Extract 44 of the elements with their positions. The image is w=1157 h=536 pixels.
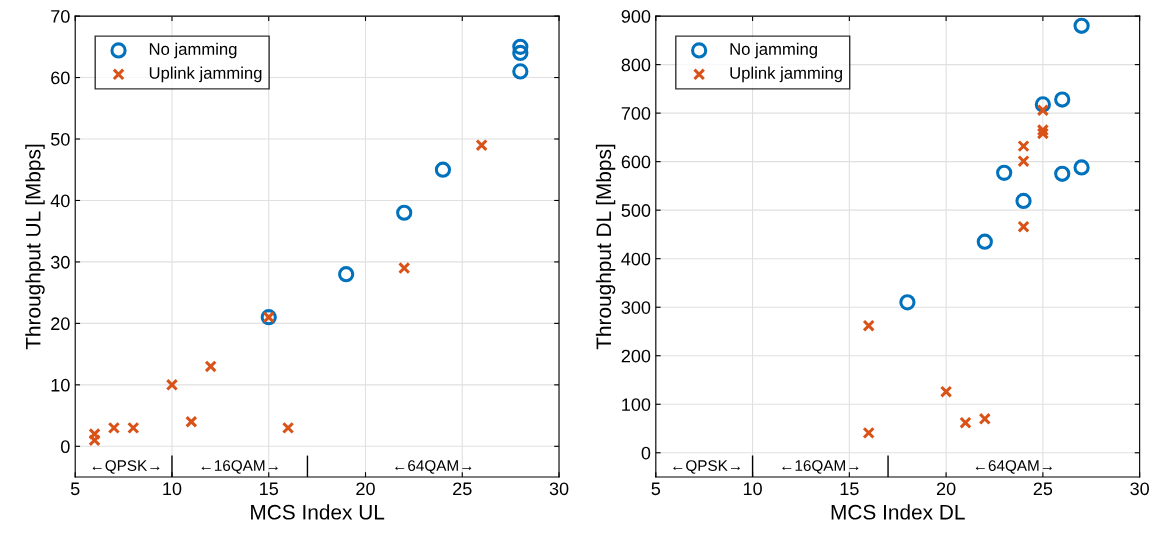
legend-label: Uplink jamming [149, 66, 262, 83]
y-tick-label: 100 [622, 398, 651, 411]
y-tick-label: 60 [51, 71, 70, 85]
y-tick-label: 300 [621, 301, 651, 314]
annotation: ←QPSK→ [673, 460, 740, 474]
x-tick-label: 20 [356, 482, 375, 496]
x-tick-label: 20 [936, 482, 956, 496]
x-axis-title: MCS Index UL [251, 504, 385, 520]
y-axis-title: Throughput DL [Mbps] [595, 144, 616, 350]
x-tick-label: 10 [743, 482, 762, 496]
y-tick-label: 0 [641, 446, 651, 460]
legend-label: Uplink jamming [730, 66, 842, 83]
legend-label: No jamming [730, 42, 817, 59]
y-tick-label: 30 [50, 255, 70, 269]
x-tick-label: 15 [840, 482, 859, 496]
x-axis-title: MCS Index DL [831, 504, 965, 520]
x-tick-label: 25 [453, 482, 472, 496]
y-axis-title: Throughput UL [Mbps] [25, 144, 45, 350]
y-tick-label: 10 [51, 378, 70, 392]
annotation: ←64QAM→ [395, 460, 472, 474]
y-tick-label: 200 [621, 349, 651, 363]
x-tick-label: 5 [70, 482, 80, 496]
x-tick-label: 25 [1033, 482, 1053, 496]
x-tick-label: 10 [163, 482, 182, 496]
x-tick-label: 30 [1130, 482, 1149, 496]
x-tick-label: 30 [549, 482, 569, 496]
y-tick-label: 20 [51, 317, 70, 331]
y-tick-label: 70 [51, 10, 70, 23]
x-tick-label: 5 [651, 482, 661, 496]
y-tick-label: 400 [621, 252, 651, 266]
y-tick-label: 900 [621, 10, 651, 23]
annotation: ←16QAM→ [782, 460, 859, 474]
y-tick-label: 50 [50, 132, 70, 146]
annotation: ←64QAM→ [975, 460, 1052, 474]
y-tick-label: 700 [621, 107, 651, 120]
annotation: ←16QAM→ [201, 460, 278, 474]
x-tick-label: 15 [260, 482, 279, 496]
annotation: ←QPSK→ [92, 460, 160, 474]
legend-label: No jamming [149, 42, 237, 59]
y-tick-label: 500 [621, 204, 651, 217]
y-tick-label: 800 [621, 58, 651, 72]
y-tick-label: 40 [50, 194, 70, 208]
y-tick-label: 600 [621, 155, 651, 169]
y-tick-label: 0 [61, 440, 70, 454]
